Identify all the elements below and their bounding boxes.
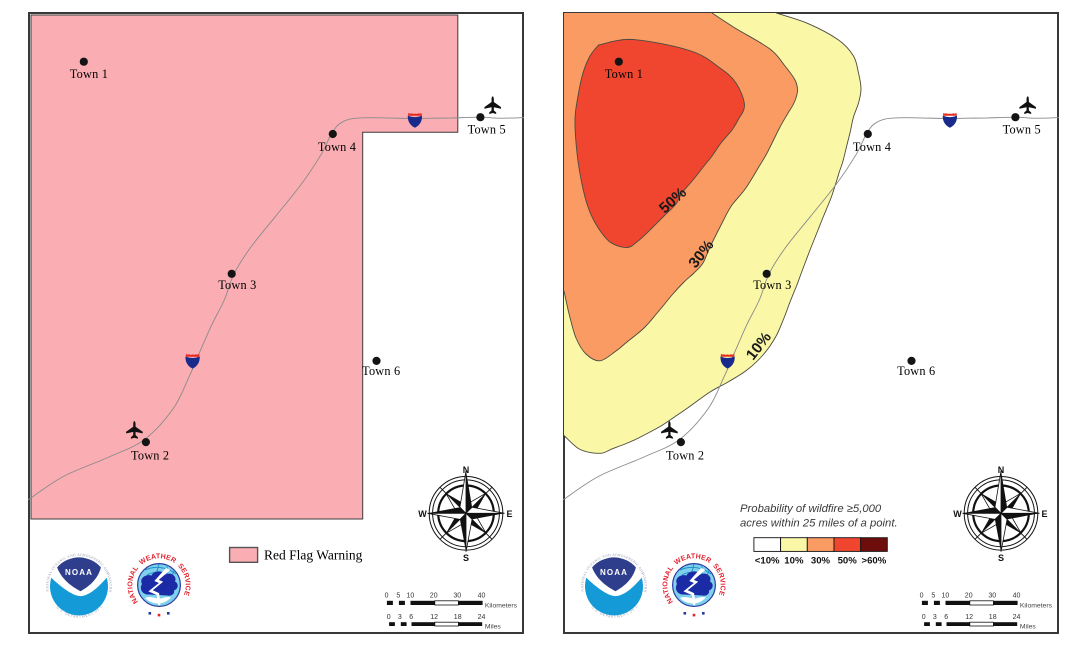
svg-text:<10%: <10% (755, 556, 780, 567)
svg-text:Red Flag Warning: Red Flag Warning (264, 548, 363, 563)
svg-text:acres within 25 miles of a poi: acres within 25 miles of a point. (740, 518, 898, 530)
svg-text:Probability of wildfire ≥5,000: Probability of wildfire ≥5,000 (740, 503, 882, 515)
svg-text:10%: 10% (784, 556, 804, 567)
svg-text:30%: 30% (811, 556, 831, 567)
svg-text:>60%: >60% (861, 556, 886, 567)
svg-text:50%: 50% (838, 556, 858, 567)
